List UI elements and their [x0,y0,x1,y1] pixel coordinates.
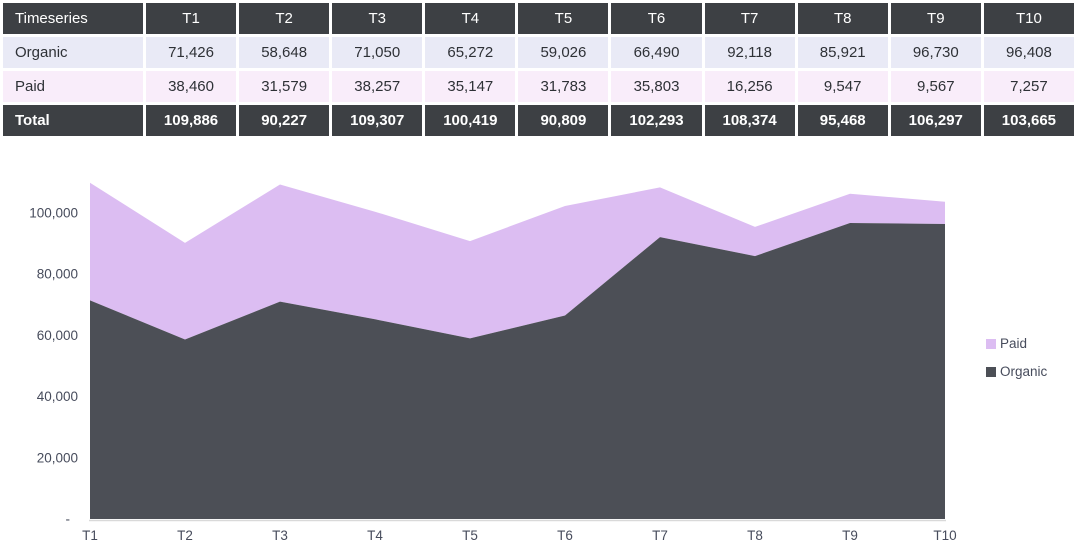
paid-cell-t1: 38,460 [146,71,237,102]
column-header-t9: T9 [890,3,981,34]
paid-cell-t4: 35,147 [425,71,516,102]
x-tick-label-t7: T7 [652,528,668,543]
column-header-t8: T8 [797,3,888,34]
column-header-t4: T4 [425,3,516,34]
paid-cell-t3: 38,257 [332,71,423,102]
total-cell-t10: 103,665 [983,105,1074,136]
organic-cell-t1: 71,426 [146,37,237,68]
column-header-t7: T7 [704,3,795,34]
column-header-t1: T1 [146,3,237,34]
total-cell-t5: 90,809 [518,105,609,136]
paid-cell-t2: 31,579 [239,71,330,102]
organic-cell-t4: 65,272 [425,37,516,68]
table-header-row: Timeseries T1 T2 T3 T4 T5 T6 T7 T8 T9 T10 [3,3,1074,34]
organic-cell-t7: 92,118 [704,37,795,68]
organic-cell-t10: 96,408 [983,37,1074,68]
organic-area [90,223,945,519]
organic-cell-t6: 66,490 [611,37,702,68]
total-cell-t2: 90,227 [239,105,330,136]
organic-cell-t3: 71,050 [332,37,423,68]
legend-label-organic: Organic [1000,364,1048,379]
y-tick-label-0: - [66,512,71,527]
column-header-t5: T5 [518,3,609,34]
x-tick-label-t4: T4 [367,528,383,543]
legend-swatch-organic-icon [986,366,996,377]
legend-item-organic: Organic [986,364,1047,379]
y-tick-label-60000: 60,000 [37,328,78,343]
total-cell-t6: 102,293 [611,105,702,136]
total-cell-t1: 109,886 [146,105,237,136]
organic-cell-t8: 85,921 [797,37,888,68]
paid-row: Paid 38,460 31,579 38,257 35,147 31,783 35,803… [3,71,1074,102]
x-tick-label-t3: T3 [272,528,288,543]
y-tick-label-40000: 40,000 [37,389,78,404]
column-header-t6: T6 [611,3,702,34]
organic-cell-t2: 58,648 [239,37,330,68]
total-cell-t3: 109,307 [332,105,423,136]
legend-item-paid: Paid [986,336,1047,351]
total-cell-t7: 108,374 [704,105,795,136]
total-row-label: Total [3,105,143,136]
x-tick-label-t1: T1 [82,528,98,543]
column-header-t3: T3 [332,3,423,34]
x-tick-label-t10: T10 [933,528,956,543]
x-tick-label-t5: T5 [462,528,478,543]
paid-cell-t8: 9,547 [797,71,888,102]
y-tick-label-80000: 80,000 [37,267,78,282]
stacked-area-chart: - 20,000 40,000 60,000 80,000 100,000 T1 T2 T3 T4… [29,182,957,543]
paid-cell-t5: 31,783 [518,71,609,102]
organic-cell-t5: 59,026 [518,37,609,68]
total-cell-t4: 100,419 [425,105,516,136]
organic-row-label: Organic [3,37,143,68]
paid-cell-t9: 9,567 [890,71,981,102]
x-tick-label-t8: T8 [747,528,763,543]
timeseries-table: Timeseries T1 T2 T3 T4 T5 T6 T7 T8 T9 T10 Organic… [0,0,1077,139]
x-tick-label-t9: T9 [842,528,858,543]
x-tick-label-t2: T2 [177,528,193,543]
y-tick-label-20000: 20,000 [37,450,78,465]
chart-legend: Paid Organic [986,336,1047,392]
column-header-t10: T10 [983,3,1074,34]
legend-swatch-paid-icon [986,338,996,349]
paid-row-label: Paid [3,71,143,102]
legend-label-paid: Paid [1000,336,1028,351]
chart-section: - 20,000 40,000 60,000 80,000 100,000 T1 T2 T3 T4… [0,168,1077,556]
total-row: Total 109,886 90,227 109,307 100,419 90,809 10… [3,105,1074,136]
paid-cell-t6: 35,803 [611,71,702,102]
x-tick-label-t6: T6 [557,528,573,543]
y-tick-label-100000: 100,000 [29,206,78,221]
table-body: Organic 71,426 58,648 71,050 65,272 59,026 66,… [3,37,1074,136]
organic-cell-t9: 96,730 [890,37,981,68]
organic-row: Organic 71,426 58,648 71,050 65,272 59,026 66,… [3,37,1074,68]
total-cell-t8: 95,468 [797,105,888,136]
total-cell-t9: 106,297 [890,105,981,136]
paid-cell-t7: 16,256 [704,71,795,102]
table-header-timeseries: Timeseries [3,3,143,34]
paid-cell-t10: 7,257 [983,71,1074,102]
column-header-t2: T2 [239,3,330,34]
paid-area [90,182,945,340]
